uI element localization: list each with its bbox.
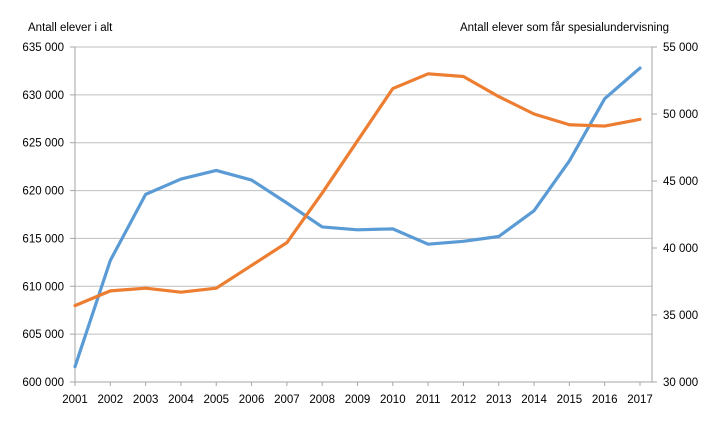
right-axis-tick-label: 30 000 xyxy=(663,377,698,389)
x-axis-tick-label: 2007 xyxy=(274,394,300,406)
series-line-antall-elever-som-f-r-spesialundervisning xyxy=(73,72,642,308)
x-axis-tick-label: 2004 xyxy=(168,394,194,406)
x-axis-tick-label: 2013 xyxy=(486,394,512,406)
x-axis-tick-label: 2016 xyxy=(592,394,618,406)
right-axis-tick-label: 50 000 xyxy=(663,109,698,121)
left-axis-tick-label: 610 000 xyxy=(22,281,64,293)
x-axis-tick-label: 2011 xyxy=(416,394,441,406)
x-axis-tick-label: 2009 xyxy=(345,394,371,406)
right-axis-tick-label: 45 000 xyxy=(663,176,698,188)
left-axis-title: Antall elever i alt xyxy=(28,22,113,34)
right-axis-title: Antall elever som får spesialundervisnin… xyxy=(459,22,669,34)
x-axis-tick-label: 2010 xyxy=(380,394,406,406)
x-axis-tick-label: 2003 xyxy=(133,394,159,406)
left-axis-tick-label: 630 000 xyxy=(22,90,64,102)
right-axis-tick-label: 55 000 xyxy=(663,42,698,54)
right-axis-tick-label: 40 000 xyxy=(663,243,698,255)
x-axis-tick-label: 2012 xyxy=(451,394,477,406)
left-axis-tick-label: 600 000 xyxy=(22,377,64,389)
left-axis-tick-label: 620 000 xyxy=(22,186,64,198)
left-axis-tick-label: 605 000 xyxy=(22,329,64,341)
series-line-antall-elever-i-alt xyxy=(73,66,642,369)
x-axis-tick-label: 2005 xyxy=(203,394,229,406)
x-axis-tick-label: 2017 xyxy=(627,394,653,406)
left-axis-tick-label: 635 000 xyxy=(22,42,64,54)
right-axis-tick-label: 35 000 xyxy=(663,310,698,322)
x-axis-tick-label: 2001 xyxy=(62,394,88,406)
left-axis-tick-label: 615 000 xyxy=(22,233,64,245)
left-axis-tick-label: 625 000 xyxy=(22,138,64,150)
x-axis-tick-label: 2002 xyxy=(98,394,124,406)
x-axis-tick-label: 2008 xyxy=(309,394,335,406)
x-axis-tick-label: 2006 xyxy=(239,394,265,406)
x-axis-tick-label: 2014 xyxy=(521,394,547,406)
x-axis-tick-label: 2015 xyxy=(557,394,583,406)
